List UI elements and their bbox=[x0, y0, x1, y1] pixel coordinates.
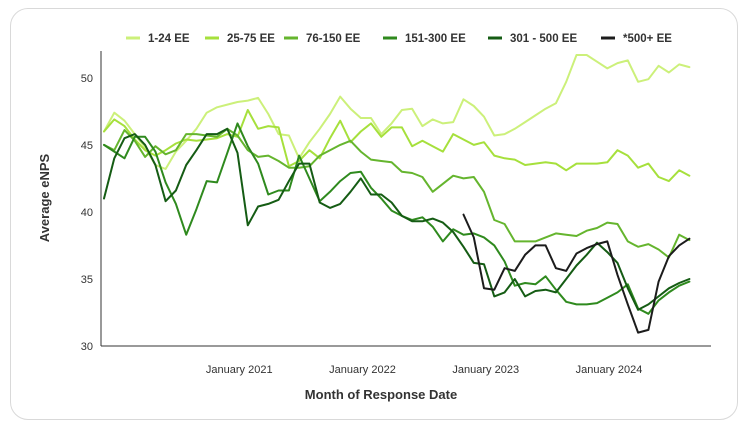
series-line-25-75-ee bbox=[103, 109, 691, 183]
series-line-500-ee bbox=[462, 213, 691, 334]
series-lines bbox=[103, 54, 691, 334]
legend-label: *500+ EE bbox=[623, 33, 672, 45]
x-tick-label: January 2021 bbox=[206, 364, 273, 376]
chart-card bbox=[10, 8, 738, 420]
chart-axes bbox=[100, 51, 711, 347]
legend-item: 1-24 EE bbox=[126, 33, 190, 45]
y-tick-label: 35 bbox=[81, 274, 93, 286]
series-line-151-300-ee bbox=[103, 122, 691, 315]
legend-item: *500+ EE bbox=[601, 33, 672, 45]
y-tick-label: 30 bbox=[81, 341, 93, 353]
chart-legend: 1-24 EE 25-75 EE 76-150 EE 151-300 EE 301 - … bbox=[126, 33, 672, 45]
series-line-1-24-ee bbox=[103, 54, 691, 170]
x-tick-labels: January 2021 January 2022 January 2023 Janu… bbox=[206, 364, 642, 376]
legend-label: 1-24 EE bbox=[148, 33, 190, 45]
x-tick-label: January 2023 bbox=[452, 364, 519, 376]
legend-item: 25-75 EE bbox=[205, 33, 275, 45]
legend-label: 76-150 EE bbox=[306, 33, 361, 45]
x-tick-label: January 2022 bbox=[329, 364, 396, 376]
x-axis-title: Month of Response Date bbox=[305, 387, 457, 402]
series-line-76-150-ee bbox=[103, 127, 691, 259]
legend-item: 76-150 EE bbox=[284, 33, 361, 45]
series-line-301-500-ee bbox=[103, 127, 691, 311]
y-tick-label: 50 bbox=[81, 73, 93, 85]
y-tick-label: 40 bbox=[81, 207, 93, 219]
legend-item: 151-300 EE bbox=[383, 33, 466, 45]
legend-label: 25-75 EE bbox=[227, 33, 275, 45]
y-tick-label: 45 bbox=[81, 140, 93, 152]
legend-label: 301 - 500 EE bbox=[510, 33, 577, 45]
y-tick-labels: 30 35 40 45 50 bbox=[81, 73, 93, 353]
legend-item: 301 - 500 EE bbox=[488, 33, 577, 45]
y-axis-title: Average eNPS bbox=[37, 153, 52, 242]
x-tick-label: January 2024 bbox=[576, 364, 643, 376]
legend-label: 151-300 EE bbox=[405, 33, 466, 45]
